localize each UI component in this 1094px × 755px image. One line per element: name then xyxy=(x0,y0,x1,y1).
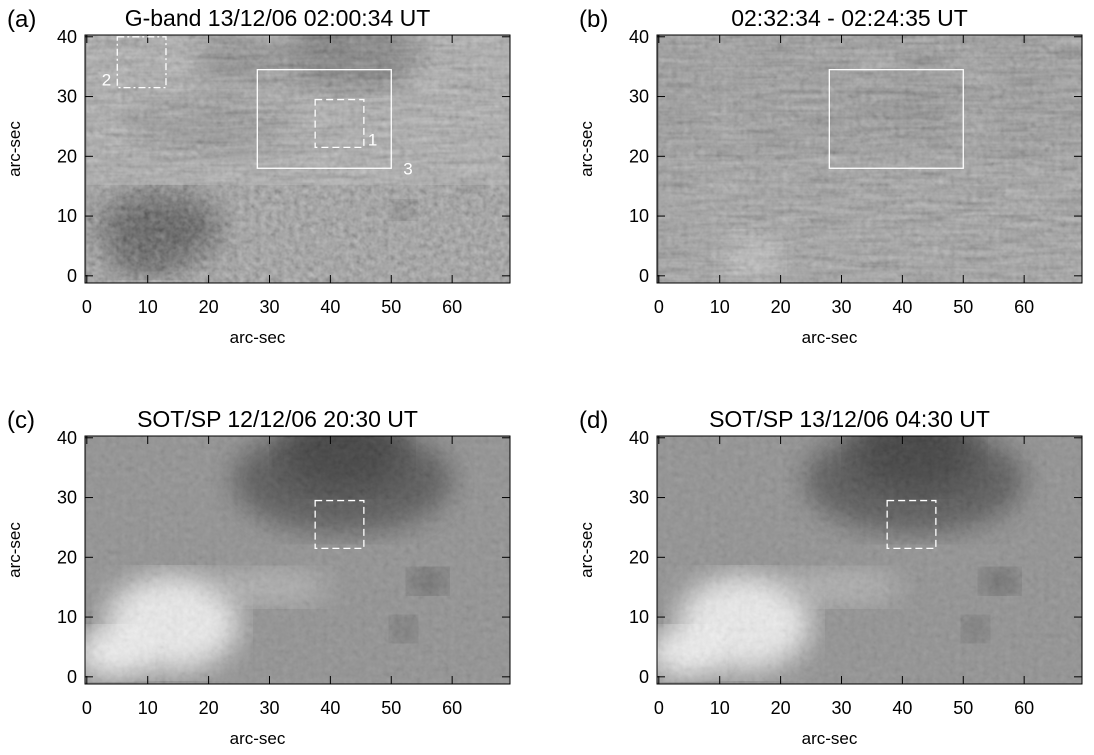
image xyxy=(85,436,510,684)
box-label: 2 xyxy=(102,71,111,90)
image xyxy=(85,35,510,283)
frame xyxy=(84,435,511,685)
panel-label: (c) xyxy=(7,407,35,434)
x-tick-label: 20 xyxy=(771,698,791,718)
x-tick-label: 30 xyxy=(831,698,851,718)
y-tick-label: 20 xyxy=(629,146,649,166)
y-tick-label: 0 xyxy=(67,667,77,687)
y-axis-label: arc-sec xyxy=(577,522,596,578)
panel-label: (a) xyxy=(7,6,36,33)
y-tick-label: 40 xyxy=(629,428,649,448)
panel: (c) SOT/SP 12/12/06 20:30 UT arc-sec arc-se… xyxy=(5,406,511,748)
box-label: 1 xyxy=(368,130,377,149)
image-texture xyxy=(86,436,510,684)
y-tick-label: 10 xyxy=(57,607,77,627)
panel: (a) G-band 13/12/06 02:00:34 UT arc-sec arc… xyxy=(5,5,511,347)
x-tick-label: 50 xyxy=(953,297,973,317)
y-tick-label: 40 xyxy=(57,428,77,448)
region-box xyxy=(314,499,365,549)
y-axis-label: arc-sec xyxy=(5,522,24,578)
x-tick-label: 30 xyxy=(831,297,851,317)
frame xyxy=(84,34,511,284)
image xyxy=(657,35,1082,283)
x-tick-label: 60 xyxy=(1014,698,1034,718)
y-tick-label: 40 xyxy=(57,27,77,47)
y-tick-label: 30 xyxy=(57,87,77,107)
image-texture xyxy=(86,35,510,185)
chart-title: SOT/SP 12/12/06 20:30 UT xyxy=(137,406,418,432)
region-box xyxy=(828,69,964,169)
panel-label: (b) xyxy=(579,6,608,33)
y-tick-label: 10 xyxy=(57,206,77,226)
x-tick-label: 50 xyxy=(953,698,973,718)
x-tick-label: 0 xyxy=(654,297,664,317)
x-tick-label: 20 xyxy=(199,698,219,718)
x-tick-label: 40 xyxy=(320,698,340,718)
x-tick-label: 60 xyxy=(442,698,462,718)
x-axis-label: arc-sec xyxy=(230,328,286,347)
region-box xyxy=(256,69,392,169)
x-tick-label: 30 xyxy=(259,698,279,718)
y-tick-label: 0 xyxy=(639,266,649,286)
x-tick-label: 10 xyxy=(138,698,158,718)
chart-title: G-band 13/12/06 02:00:34 UT xyxy=(125,5,431,31)
x-tick-label: 20 xyxy=(199,297,219,317)
chart-title: SOT/SP 13/12/06 04:30 UT xyxy=(709,406,990,432)
x-tick-label: 0 xyxy=(82,297,92,317)
x-tick-label: 40 xyxy=(892,297,912,317)
y-tick-label: 40 xyxy=(629,27,649,47)
frame xyxy=(656,435,1083,685)
x-tick-label: 0 xyxy=(82,698,92,718)
x-tick-label: 20 xyxy=(771,297,791,317)
x-tick-label: 0 xyxy=(654,698,664,718)
x-tick-label: 30 xyxy=(259,297,279,317)
y-tick-label: 20 xyxy=(629,547,649,567)
y-tick-label: 10 xyxy=(629,607,649,627)
y-tick-label: 20 xyxy=(57,146,77,166)
panel-label: (d) xyxy=(579,407,608,434)
image xyxy=(657,436,1082,684)
panel: (d) SOT/SP 13/12/06 04:30 UT arc-sec arc-se… xyxy=(577,406,1083,748)
image-texture xyxy=(658,35,1082,283)
x-axis-label: arc-sec xyxy=(802,328,858,347)
x-tick-label: 10 xyxy=(138,297,158,317)
y-tick-label: 20 xyxy=(57,547,77,567)
y-tick-label: 30 xyxy=(629,488,649,508)
y-axis-label: arc-sec xyxy=(577,121,596,177)
x-tick-label: 50 xyxy=(381,297,401,317)
x-tick-label: 60 xyxy=(442,297,462,317)
y-tick-label: 30 xyxy=(629,87,649,107)
y-axis-label: arc-sec xyxy=(5,121,24,177)
x-axis-label: arc-sec xyxy=(802,729,858,748)
frame xyxy=(656,34,1083,284)
region-box xyxy=(116,36,167,89)
box-label: 3 xyxy=(403,159,412,178)
x-tick-label: 10 xyxy=(710,297,730,317)
x-tick-label: 40 xyxy=(892,698,912,718)
x-axis-label: arc-sec xyxy=(230,729,286,748)
y-tick-label: 10 xyxy=(629,206,649,226)
region-box xyxy=(886,499,937,549)
y-tick-label: 0 xyxy=(639,667,649,687)
x-tick-label: 60 xyxy=(1014,297,1034,317)
x-tick-label: 40 xyxy=(320,297,340,317)
image-texture xyxy=(658,436,1082,684)
panel: (b) 02:32:34 - 02:24:35 UT arc-sec arc-sec 0… xyxy=(577,5,1083,347)
region-box xyxy=(314,98,365,148)
chart-title: 02:32:34 - 02:24:35 UT xyxy=(731,5,968,31)
x-tick-label: 10 xyxy=(710,698,730,718)
x-tick-label: 50 xyxy=(381,698,401,718)
y-tick-label: 0 xyxy=(67,266,77,286)
y-tick-label: 30 xyxy=(57,488,77,508)
